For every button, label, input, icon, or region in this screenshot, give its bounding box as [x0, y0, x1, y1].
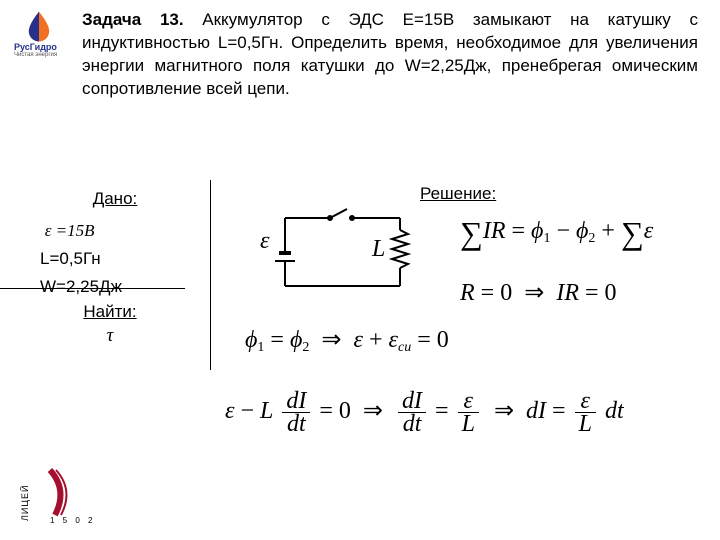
brand-logo-bottom: ЛИЦЕЙ 1 5 0 2 [20, 465, 100, 530]
circuit-diagram: ε L [260, 206, 430, 306]
equation-4: ε − L dIdt = 0 ⇒ dIdt = εL ⇒ dI = εL dt [225, 390, 624, 435]
solution-header: Решение: [420, 184, 496, 204]
equation-1: ∑IR = ϕ1 − ϕ2 + ∑ε [460, 215, 653, 252]
divider-horizontal [0, 288, 185, 289]
find-block: Найти: τ [50, 300, 170, 348]
given-line-3: W=2,25Дж [40, 273, 190, 301]
brand-logo-top: РусГидро Чистая энергия [14, 10, 69, 58]
brand-name: РусГидро [14, 42, 69, 52]
svg-text:ЛИЦЕЙ: ЛИЦЕЙ [20, 484, 30, 521]
given-line-2: L=0,5Гн [40, 245, 190, 273]
divider-vertical [210, 180, 211, 370]
circuit-l-label: L [371, 236, 385, 262]
problem-title: Задача 13. [82, 10, 184, 29]
given-block: Дано: ε =15В L=0,5Гн W=2,25Дж [40, 185, 190, 301]
equation-3: ϕ1 = ϕ2 ⇒ ε + εси = 0 [245, 325, 449, 356]
find-header: Найти: [50, 300, 170, 324]
drop-icon [22, 10, 56, 44]
find-var: τ [50, 324, 170, 348]
problem-statement: Задача 13. Аккумулятор с ЭДС Е=15В замык… [82, 8, 698, 100]
svg-text:1 5 0 2: 1 5 0 2 [50, 516, 95, 525]
given-line-1: ε =15В [40, 217, 190, 245]
equation-2: R = 0 ⇒ IR = 0 [460, 278, 617, 307]
given-header: Дано: [40, 185, 190, 213]
circuit-eps-label: ε [260, 228, 270, 254]
brand-tag: Чистая энергия [14, 52, 69, 58]
